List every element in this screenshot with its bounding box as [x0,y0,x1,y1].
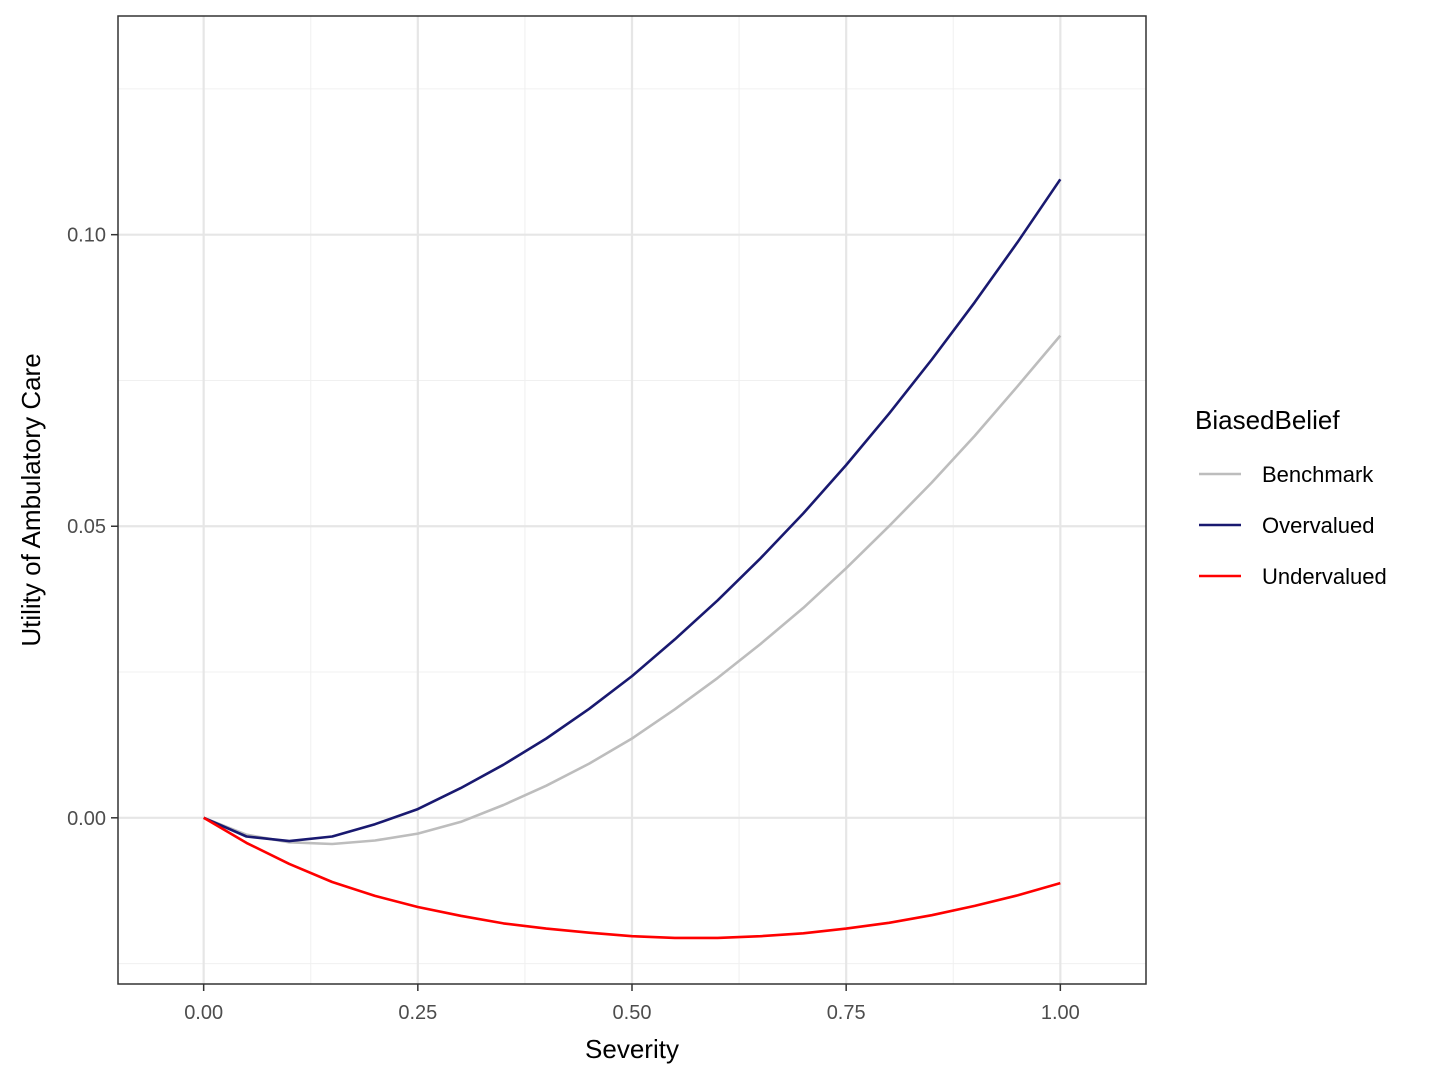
y-tick-label: 0.05 [67,516,106,538]
series-line-benchmark [203,334,1062,846]
legend-label-undervalued: Undervalued [1262,564,1387,589]
y-axis-ticks: 0.00 0.05 0.10 [67,225,118,830]
y-axis-title: Utility of Ambulatory Care [16,353,46,646]
x-axis-title: Severity [585,1034,679,1064]
legend-label-benchmark: Benchmark [1262,462,1374,487]
x-tick-label: 1.00 [1041,1002,1080,1024]
legend: BiasedBelief Benchmark Overvalued Underval… [1195,405,1387,589]
major-gridlines [118,16,1146,984]
x-tick-label: 0.00 [184,1002,223,1024]
series-line-undervalued [203,816,1061,940]
x-tick-label: 0.25 [398,1002,437,1024]
y-tick-label: 0.10 [67,225,106,247]
series-line-overvalued [203,178,1062,843]
series-lines [203,178,1062,940]
x-axis-ticks: 0.00 0.25 0.50 0.75 1.00 [184,984,1080,1024]
x-tick-label: 0.50 [613,1002,652,1024]
legend-title: BiasedBelief [1195,405,1340,435]
x-tick-label: 0.75 [827,1002,866,1024]
y-tick-label: 0.00 [67,808,106,830]
legend-label-overvalued: Overvalued [1262,513,1375,538]
